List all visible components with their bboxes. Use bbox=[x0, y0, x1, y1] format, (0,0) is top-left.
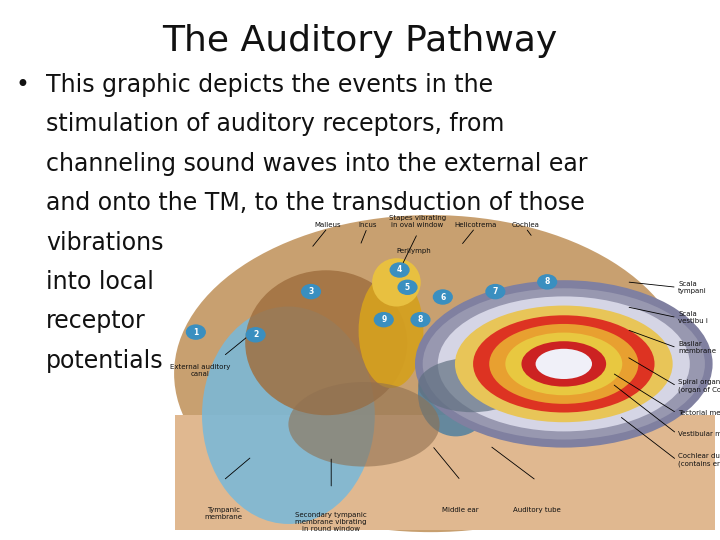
Text: and onto the TM, to the transduction of those: and onto the TM, to the transduction of … bbox=[46, 191, 585, 215]
Text: channeling sound waves into the external ear: channeling sound waves into the external… bbox=[46, 152, 588, 176]
Ellipse shape bbox=[423, 288, 705, 440]
Circle shape bbox=[538, 275, 557, 289]
Circle shape bbox=[374, 313, 393, 327]
Ellipse shape bbox=[415, 280, 713, 448]
Circle shape bbox=[398, 280, 417, 294]
Text: stimulation of auditory receptors, from: stimulation of auditory receptors, from bbox=[46, 112, 505, 136]
Ellipse shape bbox=[202, 307, 375, 524]
Ellipse shape bbox=[536, 349, 592, 379]
Text: 6: 6 bbox=[440, 293, 446, 301]
Ellipse shape bbox=[546, 354, 581, 374]
Text: Cochlear duct
(contains endolymph): Cochlear duct (contains endolymph) bbox=[678, 454, 720, 467]
Ellipse shape bbox=[438, 296, 690, 431]
Text: 5: 5 bbox=[405, 283, 410, 292]
Text: The Auditory Pathway: The Auditory Pathway bbox=[163, 24, 557, 58]
Text: Helicotrema: Helicotrema bbox=[454, 222, 496, 228]
Text: Tectorial membrane: Tectorial membrane bbox=[678, 410, 720, 416]
Text: receptor: receptor bbox=[46, 309, 146, 333]
Ellipse shape bbox=[446, 298, 681, 430]
Text: Malleus: Malleus bbox=[315, 222, 341, 228]
Ellipse shape bbox=[246, 271, 408, 415]
Text: Perilymph: Perilymph bbox=[397, 248, 431, 254]
Circle shape bbox=[433, 290, 452, 304]
Text: potentials: potentials bbox=[46, 349, 163, 373]
Text: External auditory
canal: External auditory canal bbox=[170, 364, 230, 377]
Ellipse shape bbox=[477, 315, 650, 413]
Text: Auditory tube: Auditory tube bbox=[513, 507, 560, 512]
Text: 9: 9 bbox=[381, 315, 387, 324]
Ellipse shape bbox=[289, 382, 440, 467]
Ellipse shape bbox=[489, 324, 639, 404]
FancyBboxPatch shape bbox=[175, 415, 715, 530]
Text: 7: 7 bbox=[492, 287, 498, 296]
Ellipse shape bbox=[418, 358, 526, 412]
Ellipse shape bbox=[492, 323, 636, 404]
Text: vibrations: vibrations bbox=[46, 231, 163, 254]
Text: Spiral organ
(organ of Corti): Spiral organ (organ of Corti) bbox=[678, 379, 720, 393]
Text: Stapes vibrating
in oval window: Stapes vibrating in oval window bbox=[389, 215, 446, 228]
Ellipse shape bbox=[521, 340, 607, 388]
Text: into local: into local bbox=[46, 270, 154, 294]
Ellipse shape bbox=[455, 306, 672, 422]
Text: 2: 2 bbox=[253, 330, 258, 339]
Ellipse shape bbox=[174, 215, 687, 532]
Text: Tympanic
membrane: Tympanic membrane bbox=[204, 507, 242, 519]
Text: 3: 3 bbox=[308, 287, 314, 296]
Text: Vestibular membrane: Vestibular membrane bbox=[678, 430, 720, 437]
Circle shape bbox=[186, 325, 205, 339]
Text: Scala
tympani: Scala tympani bbox=[678, 281, 707, 294]
Circle shape bbox=[246, 328, 265, 342]
Ellipse shape bbox=[505, 333, 622, 395]
Ellipse shape bbox=[372, 258, 420, 307]
Text: Secondary tympanic
membrane vibrating
in round window: Secondary tympanic membrane vibrating in… bbox=[295, 512, 367, 532]
Circle shape bbox=[390, 263, 409, 277]
Ellipse shape bbox=[521, 341, 606, 387]
Ellipse shape bbox=[535, 348, 593, 380]
Ellipse shape bbox=[473, 315, 654, 413]
Circle shape bbox=[486, 285, 505, 299]
Ellipse shape bbox=[463, 307, 665, 421]
Ellipse shape bbox=[429, 288, 698, 440]
Text: 8: 8 bbox=[544, 278, 550, 286]
Text: 8: 8 bbox=[418, 315, 423, 324]
Ellipse shape bbox=[506, 332, 621, 396]
Text: •: • bbox=[16, 73, 30, 97]
Circle shape bbox=[302, 285, 320, 299]
Ellipse shape bbox=[418, 352, 494, 436]
Ellipse shape bbox=[359, 273, 423, 388]
Text: Scala
vestibu i: Scala vestibu i bbox=[678, 311, 708, 324]
Circle shape bbox=[411, 313, 430, 327]
Text: 1: 1 bbox=[193, 328, 199, 336]
Text: Cochlea: Cochlea bbox=[512, 222, 539, 228]
Text: Basilar
membrane: Basilar membrane bbox=[678, 341, 716, 354]
Text: Incus: Incus bbox=[358, 222, 377, 228]
Text: This graphic depicts the events in the: This graphic depicts the events in the bbox=[46, 73, 493, 97]
Text: 4: 4 bbox=[397, 266, 402, 274]
Text: Middle ear: Middle ear bbox=[443, 507, 479, 512]
